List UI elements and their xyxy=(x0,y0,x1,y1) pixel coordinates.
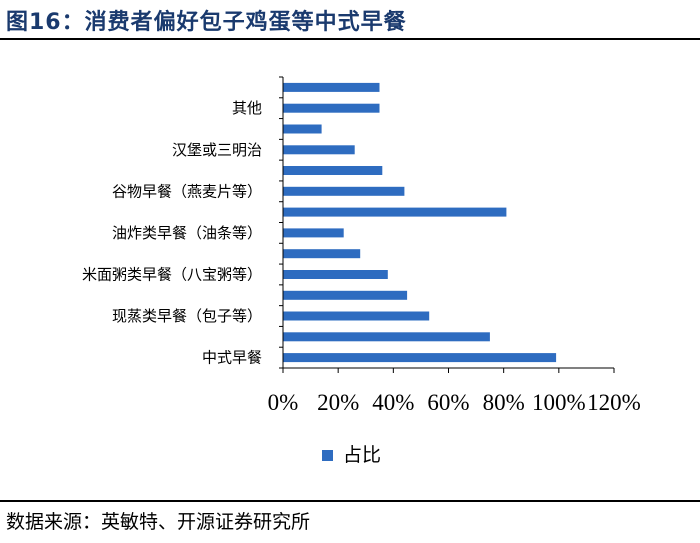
bar xyxy=(283,207,507,217)
bar xyxy=(283,332,490,342)
category-label: 汉堡或三明治 xyxy=(172,141,262,159)
bar xyxy=(283,82,380,92)
bar xyxy=(283,290,408,300)
bar xyxy=(283,145,355,155)
bar xyxy=(283,249,361,259)
legend-label: 占比 xyxy=(343,444,381,466)
bar xyxy=(283,228,344,238)
legend-swatch xyxy=(322,450,333,461)
source-note: 数据来源：英敏特、开源证券研究所 xyxy=(6,511,311,533)
x-tick-label: 20% xyxy=(317,390,359,415)
bar xyxy=(283,166,383,175)
x-tick-label: 0% xyxy=(268,390,299,415)
bar xyxy=(283,353,557,363)
bars-layer xyxy=(283,82,557,363)
bar xyxy=(283,311,430,321)
x-tick-label: 80% xyxy=(483,390,525,415)
x-tick-label: 60% xyxy=(427,390,469,415)
category-label: 米面粥类早餐（八宝粥等） xyxy=(82,266,262,284)
source-rule xyxy=(0,500,700,502)
figure-title: 图16：消费者偏好包子鸡蛋等中式早餐 xyxy=(6,10,407,35)
x-tick-label: 40% xyxy=(372,390,414,415)
category-label: 谷物早餐（燕麦片等） xyxy=(112,182,262,200)
bar xyxy=(283,124,322,134)
x-tick-label: 100% xyxy=(532,390,586,415)
x-tick-label: 120% xyxy=(587,390,641,415)
legend: 占比 xyxy=(322,444,381,466)
category-label: 现蒸类早餐（包子等） xyxy=(112,307,262,325)
bar xyxy=(283,186,405,196)
bar xyxy=(283,270,388,279)
category-label: 中式早餐 xyxy=(202,349,262,367)
bar xyxy=(283,103,380,113)
category-label: 油炸类早餐（油条等） xyxy=(112,224,262,242)
title-rule xyxy=(0,38,700,40)
category-label: 其他 xyxy=(232,99,262,117)
